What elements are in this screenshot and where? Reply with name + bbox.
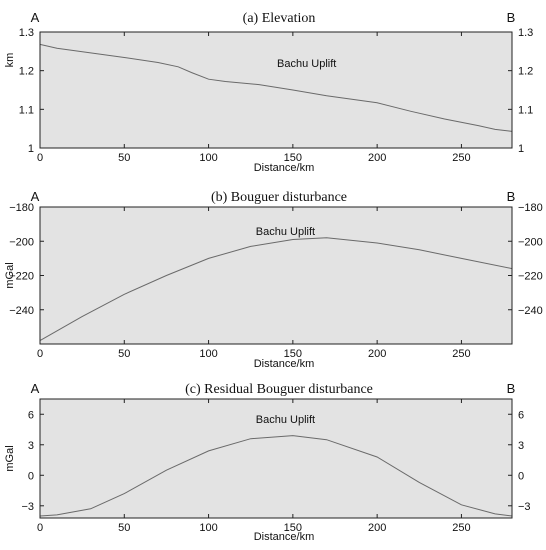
x-tick-label: 100 — [199, 348, 217, 360]
plot-area — [40, 32, 512, 148]
annotation-label: Bachu Uplift — [256, 414, 315, 426]
x-tick-label: 250 — [452, 348, 470, 360]
profile-end-label: B — [507, 10, 516, 25]
y-tick-label-right: 1.3 — [518, 27, 533, 39]
chart-panel-3: (c) Residual Bouguer disturbance A B Bachu … — [4, 381, 531, 543]
panel-title: (b) Bouguer disturbance — [211, 190, 347, 205]
panel-title: (c) Residual Bouguer disturbance — [185, 382, 373, 397]
y-axis-label: mGal — [4, 445, 16, 471]
y-tick-label-right: 1 — [518, 143, 524, 155]
y-tick-label-left: 0 — [28, 470, 34, 482]
data-series-line — [39, 237, 513, 342]
y-tick-label-left: 6 — [28, 409, 34, 421]
y-tick-label-right: 0 — [518, 470, 524, 482]
y-tick-label-left: 1.2 — [19, 66, 34, 78]
profile-start-label: A — [31, 10, 40, 25]
x-tick-label: 200 — [368, 348, 386, 360]
plot-frame — [39, 31, 513, 149]
x-tick-label: 50 — [118, 522, 130, 534]
x-tick-label: 0 — [37, 152, 43, 164]
x-tick-label: 50 — [118, 348, 130, 360]
x-tick-label: 100 — [199, 522, 217, 534]
x-tick-label: 150 — [284, 522, 302, 534]
chart-panel-2: (b) Bouguer disturbance A B Bachu Uplift 0 50… — [4, 189, 543, 370]
y-axis-label: km — [4, 53, 16, 68]
x-tick-label: 150 — [284, 152, 302, 164]
x-tick-label: 100 — [199, 152, 217, 164]
y-tick-label-right: 6 — [518, 409, 524, 421]
panel-title: (a) Elevation — [243, 11, 316, 26]
x-tick-label: 200 — [368, 522, 386, 534]
y-tick-label-left: 1.3 — [19, 27, 34, 39]
x-tick-label: 0 — [37, 522, 43, 534]
profile-end-label: B — [507, 381, 516, 396]
plot-area — [40, 207, 512, 344]
x-tick-label: 0 — [37, 348, 43, 360]
profile-start-label: A — [31, 189, 40, 204]
annotation-label: Bachu Uplift — [277, 58, 336, 70]
y-tick-label-left: −240 — [9, 305, 34, 317]
y-tick-label-right: −180 — [518, 202, 543, 214]
y-tick-label-left: 1 — [28, 143, 34, 155]
plot-area — [40, 399, 512, 518]
x-tick-label: 200 — [368, 152, 386, 164]
x-tick-label: 250 — [452, 522, 470, 534]
annotation-label: Bachu Uplift — [256, 226, 315, 238]
y-axis-label: mGal — [4, 262, 16, 288]
y-tick-label-left: 1.1 — [19, 104, 34, 116]
plot-frame — [39, 398, 513, 519]
x-axis-label: Distance/km — [254, 162, 315, 174]
x-tick-label: 150 — [284, 348, 302, 360]
y-tick-label-right: −200 — [518, 236, 543, 248]
y-tick-label-right: 1.2 — [518, 66, 533, 78]
data-series-line — [39, 435, 513, 517]
y-tick-label-left: 3 — [28, 440, 34, 452]
x-tick-label: 250 — [452, 152, 470, 164]
y-tick-label-left: −3 — [21, 501, 34, 513]
y-tick-label-left: −220 — [9, 271, 34, 283]
x-axis-label: Distance/km — [254, 358, 315, 370]
y-tick-label-right: 1.1 — [518, 104, 533, 116]
y-tick-label-right: −240 — [518, 305, 543, 317]
y-tick-label-left: −180 — [9, 202, 34, 214]
profile-start-label: A — [31, 381, 40, 396]
chart-panel-1: (a) Elevation A B Bachu Uplift 0 50 100 150 200 2… — [4, 10, 533, 174]
profile-end-label: B — [507, 189, 516, 204]
y-tick-label-right: −3 — [518, 501, 531, 513]
y-tick-label-left: −200 — [9, 236, 34, 248]
data-series-line — [39, 43, 513, 132]
y-tick-label-right: 3 — [518, 440, 524, 452]
x-axis-label: Distance/km — [254, 531, 315, 543]
y-tick-label-right: −220 — [518, 271, 543, 283]
x-tick-label: 50 — [118, 152, 130, 164]
